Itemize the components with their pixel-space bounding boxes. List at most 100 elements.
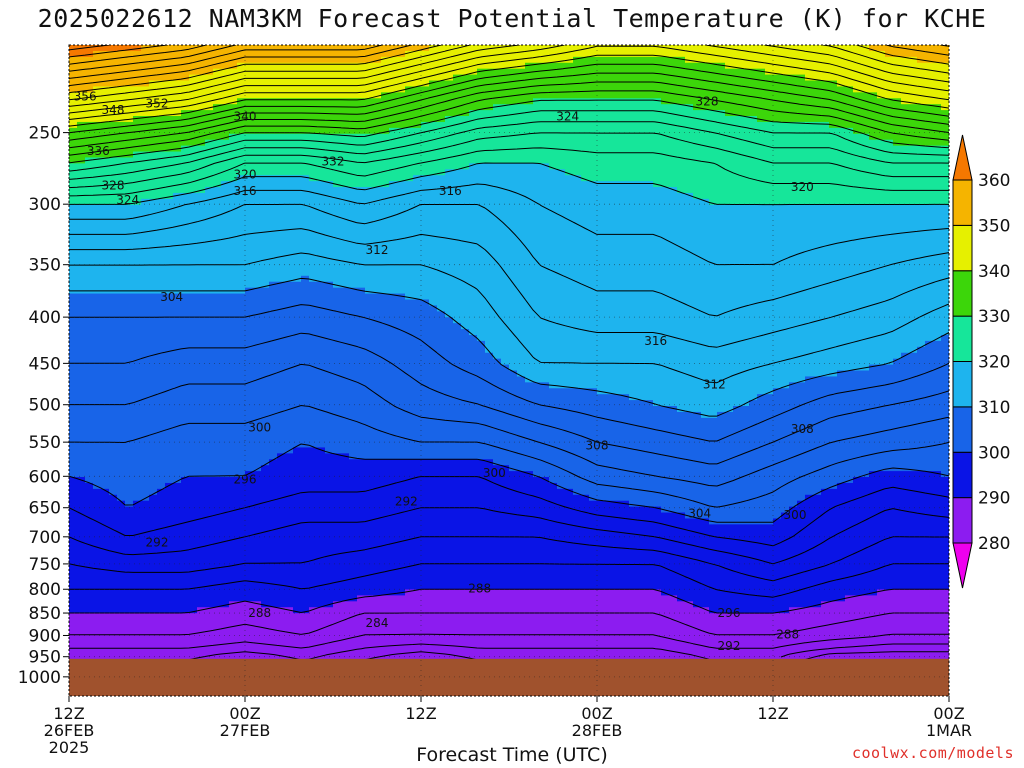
field-cell bbox=[389, 269, 398, 277]
field-cell bbox=[85, 447, 94, 454]
field-cell bbox=[293, 210, 302, 218]
field-cell bbox=[285, 429, 294, 437]
field-cell bbox=[125, 323, 134, 330]
field-cell bbox=[149, 642, 158, 650]
field-cell bbox=[381, 548, 390, 555]
field-cell bbox=[165, 74, 174, 82]
field-cell bbox=[389, 577, 398, 585]
field-cell bbox=[205, 334, 214, 342]
field-cell bbox=[237, 275, 246, 283]
field-cell bbox=[165, 619, 174, 626]
field-cell bbox=[133, 477, 142, 484]
field-cell bbox=[157, 62, 166, 70]
field-cell bbox=[277, 376, 286, 383]
field-cell bbox=[197, 642, 206, 650]
field-cell bbox=[333, 571, 342, 579]
field-cell bbox=[229, 222, 238, 230]
field-cell bbox=[285, 471, 294, 478]
field-cell bbox=[157, 624, 166, 632]
field-cell bbox=[117, 624, 126, 632]
field-cell bbox=[269, 50, 278, 58]
field-cell bbox=[269, 482, 278, 490]
field-cell bbox=[181, 317, 190, 324]
field-cell bbox=[125, 524, 134, 531]
field-cell bbox=[357, 92, 366, 99]
field-cell bbox=[229, 512, 238, 520]
field-cell bbox=[93, 216, 102, 224]
field-cell bbox=[205, 583, 214, 591]
field-cell bbox=[157, 45, 166, 52]
field-cell bbox=[261, 92, 270, 99]
field-cell bbox=[309, 187, 318, 194]
field-cell bbox=[101, 441, 110, 449]
field-cell bbox=[349, 92, 358, 99]
field-cell bbox=[133, 394, 142, 401]
field-cell bbox=[85, 435, 94, 443]
field-cell bbox=[277, 571, 286, 579]
field-cell bbox=[133, 595, 142, 602]
field-cell bbox=[229, 417, 238, 425]
field-cell bbox=[157, 382, 166, 389]
field-cell bbox=[277, 536, 286, 543]
field-cell bbox=[181, 62, 190, 70]
field-cell bbox=[109, 630, 118, 638]
field-cell bbox=[333, 62, 342, 70]
field-cell bbox=[133, 187, 142, 194]
field-cell bbox=[101, 654, 110, 662]
field-cell bbox=[77, 364, 86, 372]
field-cell bbox=[301, 601, 310, 608]
field-cell bbox=[189, 364, 198, 372]
field-cell bbox=[197, 477, 206, 484]
field-cell bbox=[165, 86, 174, 93]
field-cell bbox=[101, 411, 110, 419]
field-cell bbox=[309, 151, 318, 159]
field-cell bbox=[197, 246, 206, 253]
field-cell bbox=[381, 175, 390, 182]
field-cell bbox=[69, 571, 78, 579]
field-cell bbox=[357, 435, 366, 443]
field-cell bbox=[333, 311, 342, 318]
field-cell bbox=[101, 281, 110, 289]
field-cell bbox=[285, 334, 294, 342]
field-cell bbox=[133, 441, 142, 449]
field-cell bbox=[413, 417, 422, 425]
field-cell bbox=[125, 553, 134, 561]
field-cell bbox=[309, 459, 318, 466]
field-cell bbox=[77, 275, 86, 283]
field-cell bbox=[85, 311, 94, 318]
field-cell bbox=[245, 542, 254, 549]
field-cell bbox=[213, 388, 222, 395]
field-cell bbox=[325, 447, 334, 454]
field-cell bbox=[413, 252, 422, 259]
field-cell bbox=[181, 293, 190, 301]
field-cell bbox=[149, 411, 158, 419]
field-cell bbox=[189, 198, 198, 206]
field-cell bbox=[181, 311, 190, 318]
field-cell bbox=[253, 121, 262, 129]
field-cell bbox=[285, 86, 294, 93]
field-cell bbox=[141, 607, 150, 614]
field-cell bbox=[189, 536, 198, 543]
field-cell bbox=[325, 258, 334, 265]
field-cell bbox=[261, 423, 270, 431]
field-cell bbox=[309, 624, 318, 632]
field-cell bbox=[189, 482, 198, 490]
field-cell bbox=[109, 275, 118, 283]
field-cell bbox=[77, 530, 86, 537]
field-cell bbox=[269, 589, 278, 596]
field-cell bbox=[125, 548, 134, 555]
field-cell bbox=[221, 411, 230, 419]
field-cell bbox=[237, 151, 246, 159]
field-cell bbox=[205, 228, 214, 235]
field-cell bbox=[237, 607, 246, 614]
field-cell bbox=[413, 429, 422, 437]
field-cell bbox=[325, 619, 334, 626]
field-cell bbox=[117, 187, 126, 194]
field-cell bbox=[109, 642, 118, 650]
field-cell bbox=[421, 258, 430, 265]
field-cell bbox=[293, 198, 302, 206]
field-cell bbox=[93, 62, 102, 70]
field-cell bbox=[285, 151, 294, 159]
field-cell bbox=[221, 116, 230, 123]
field-cell bbox=[197, 210, 206, 218]
